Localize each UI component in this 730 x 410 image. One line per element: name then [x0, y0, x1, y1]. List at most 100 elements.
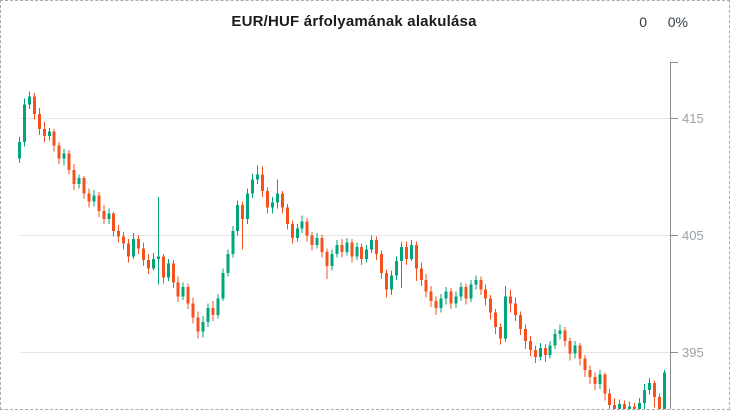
candle-body-up: [454, 296, 458, 304]
candle-body-down: [350, 242, 354, 257]
candle-body-down: [583, 358, 587, 371]
candle-body-down: [499, 326, 503, 339]
candle-body-down: [146, 260, 150, 269]
candle-body-up: [370, 240, 374, 250]
candle-body-up: [618, 403, 622, 409]
candle-body-down: [67, 153, 71, 170]
candle-body-down: [127, 243, 131, 257]
candle-body-down: [137, 239, 141, 249]
candle-body-up: [459, 286, 463, 297]
candle-body-down: [310, 235, 314, 245]
candle-body-down: [290, 223, 294, 238]
candle-body-up: [573, 345, 577, 354]
candle-body-up: [166, 263, 170, 278]
candle-body-up: [409, 244, 413, 259]
candle-body-up: [251, 179, 255, 194]
candle-wick-up: [157, 196, 159, 285]
candle-body-down: [102, 210, 106, 220]
widget-header: EUR/HUF árfolyamának alakulása 0 0%: [1, 1, 729, 43]
candle-body-up: [226, 254, 230, 273]
candle-body-down: [122, 236, 126, 244]
candle-body-down: [623, 403, 627, 409]
candle-body-down: [360, 247, 364, 259]
candle-body-up: [662, 372, 666, 409]
change-value: 0: [639, 14, 647, 30]
candle-body-up: [642, 389, 646, 403]
candle-body-down: [161, 256, 165, 278]
candle-body-up: [151, 258, 155, 269]
candle-body-up: [315, 237, 319, 245]
candle-body-down: [375, 240, 379, 255]
candle-body-up: [236, 205, 240, 231]
candle-body-up: [231, 230, 235, 255]
candle-body-down: [211, 308, 215, 316]
candle-body-up: [330, 254, 334, 266]
candle-body-up: [504, 296, 508, 339]
candle-body-down: [514, 303, 517, 316]
candle-body-up: [355, 247, 359, 257]
candle-body-down: [261, 174, 265, 192]
candle-body-down: [72, 169, 76, 185]
candle-body-up: [365, 249, 369, 259]
candle-body-down: [82, 178, 86, 194]
candle-body-up: [132, 239, 136, 257]
candle-body-up: [221, 272, 225, 299]
candle-body-up: [598, 374, 602, 385]
candle-body-up: [18, 141, 21, 159]
candle-body-down: [191, 303, 195, 318]
candle-body-up: [553, 333, 557, 346]
candle-body-down: [112, 213, 116, 231]
candle-body-up: [77, 178, 81, 185]
candle-body-down: [578, 345, 582, 359]
candle-body-up: [335, 244, 339, 255]
candle-body-down: [97, 195, 101, 211]
candle-wick-down: [634, 402, 636, 409]
candle-body-up: [246, 193, 250, 220]
candle-body-down: [42, 129, 46, 137]
candle-body-down: [419, 268, 423, 280]
candle-body-up: [47, 131, 51, 137]
candle-body-down: [305, 221, 309, 236]
candle-body-down: [494, 312, 498, 327]
y-axis-label: 415: [682, 111, 704, 126]
candle-body-down: [285, 207, 289, 224]
candle-body-down: [434, 301, 438, 309]
candle-body-down: [142, 248, 145, 261]
candle-wick-down: [242, 201, 244, 250]
candle-body-down: [87, 193, 91, 202]
candle-body-down: [449, 291, 453, 304]
candle-body-down: [280, 193, 284, 208]
candle-body-up: [647, 382, 651, 390]
candle-body-up: [548, 345, 552, 355]
candle-body-down: [320, 237, 324, 252]
candle-body-up: [474, 279, 478, 285]
candle-wick-down: [614, 398, 616, 409]
candle-body-down: [117, 230, 121, 237]
change-percent-value: 0%: [667, 14, 688, 30]
candle-body-down: [380, 254, 384, 273]
candle-body-down: [37, 113, 41, 130]
candle-body-down: [509, 296, 513, 304]
candle-body-up: [156, 256, 160, 259]
candle-body-down: [176, 282, 180, 297]
candle-body-up: [558, 330, 562, 334]
candle-body-down: [657, 396, 661, 409]
candle-body-up: [295, 228, 299, 238]
candle-body-up: [62, 153, 66, 159]
candle-body-up: [638, 402, 641, 409]
candle-body-up: [206, 308, 210, 323]
candle-body-down: [633, 406, 637, 409]
candle-body-down: [603, 374, 607, 394]
candle-body-up: [22, 104, 26, 142]
candle-body-down: [543, 347, 547, 355]
candle-body-down: [186, 286, 190, 304]
candle-body-up: [628, 406, 632, 409]
candle-body-down: [404, 247, 408, 259]
candle-body-down: [340, 244, 344, 252]
candle-body-down: [266, 191, 269, 208]
y-axis-label: 395: [682, 345, 704, 360]
candle-body-down: [652, 382, 656, 397]
candle-body-down: [241, 205, 245, 220]
candle-body-down: [608, 393, 612, 406]
candle-body-down: [613, 405, 617, 409]
